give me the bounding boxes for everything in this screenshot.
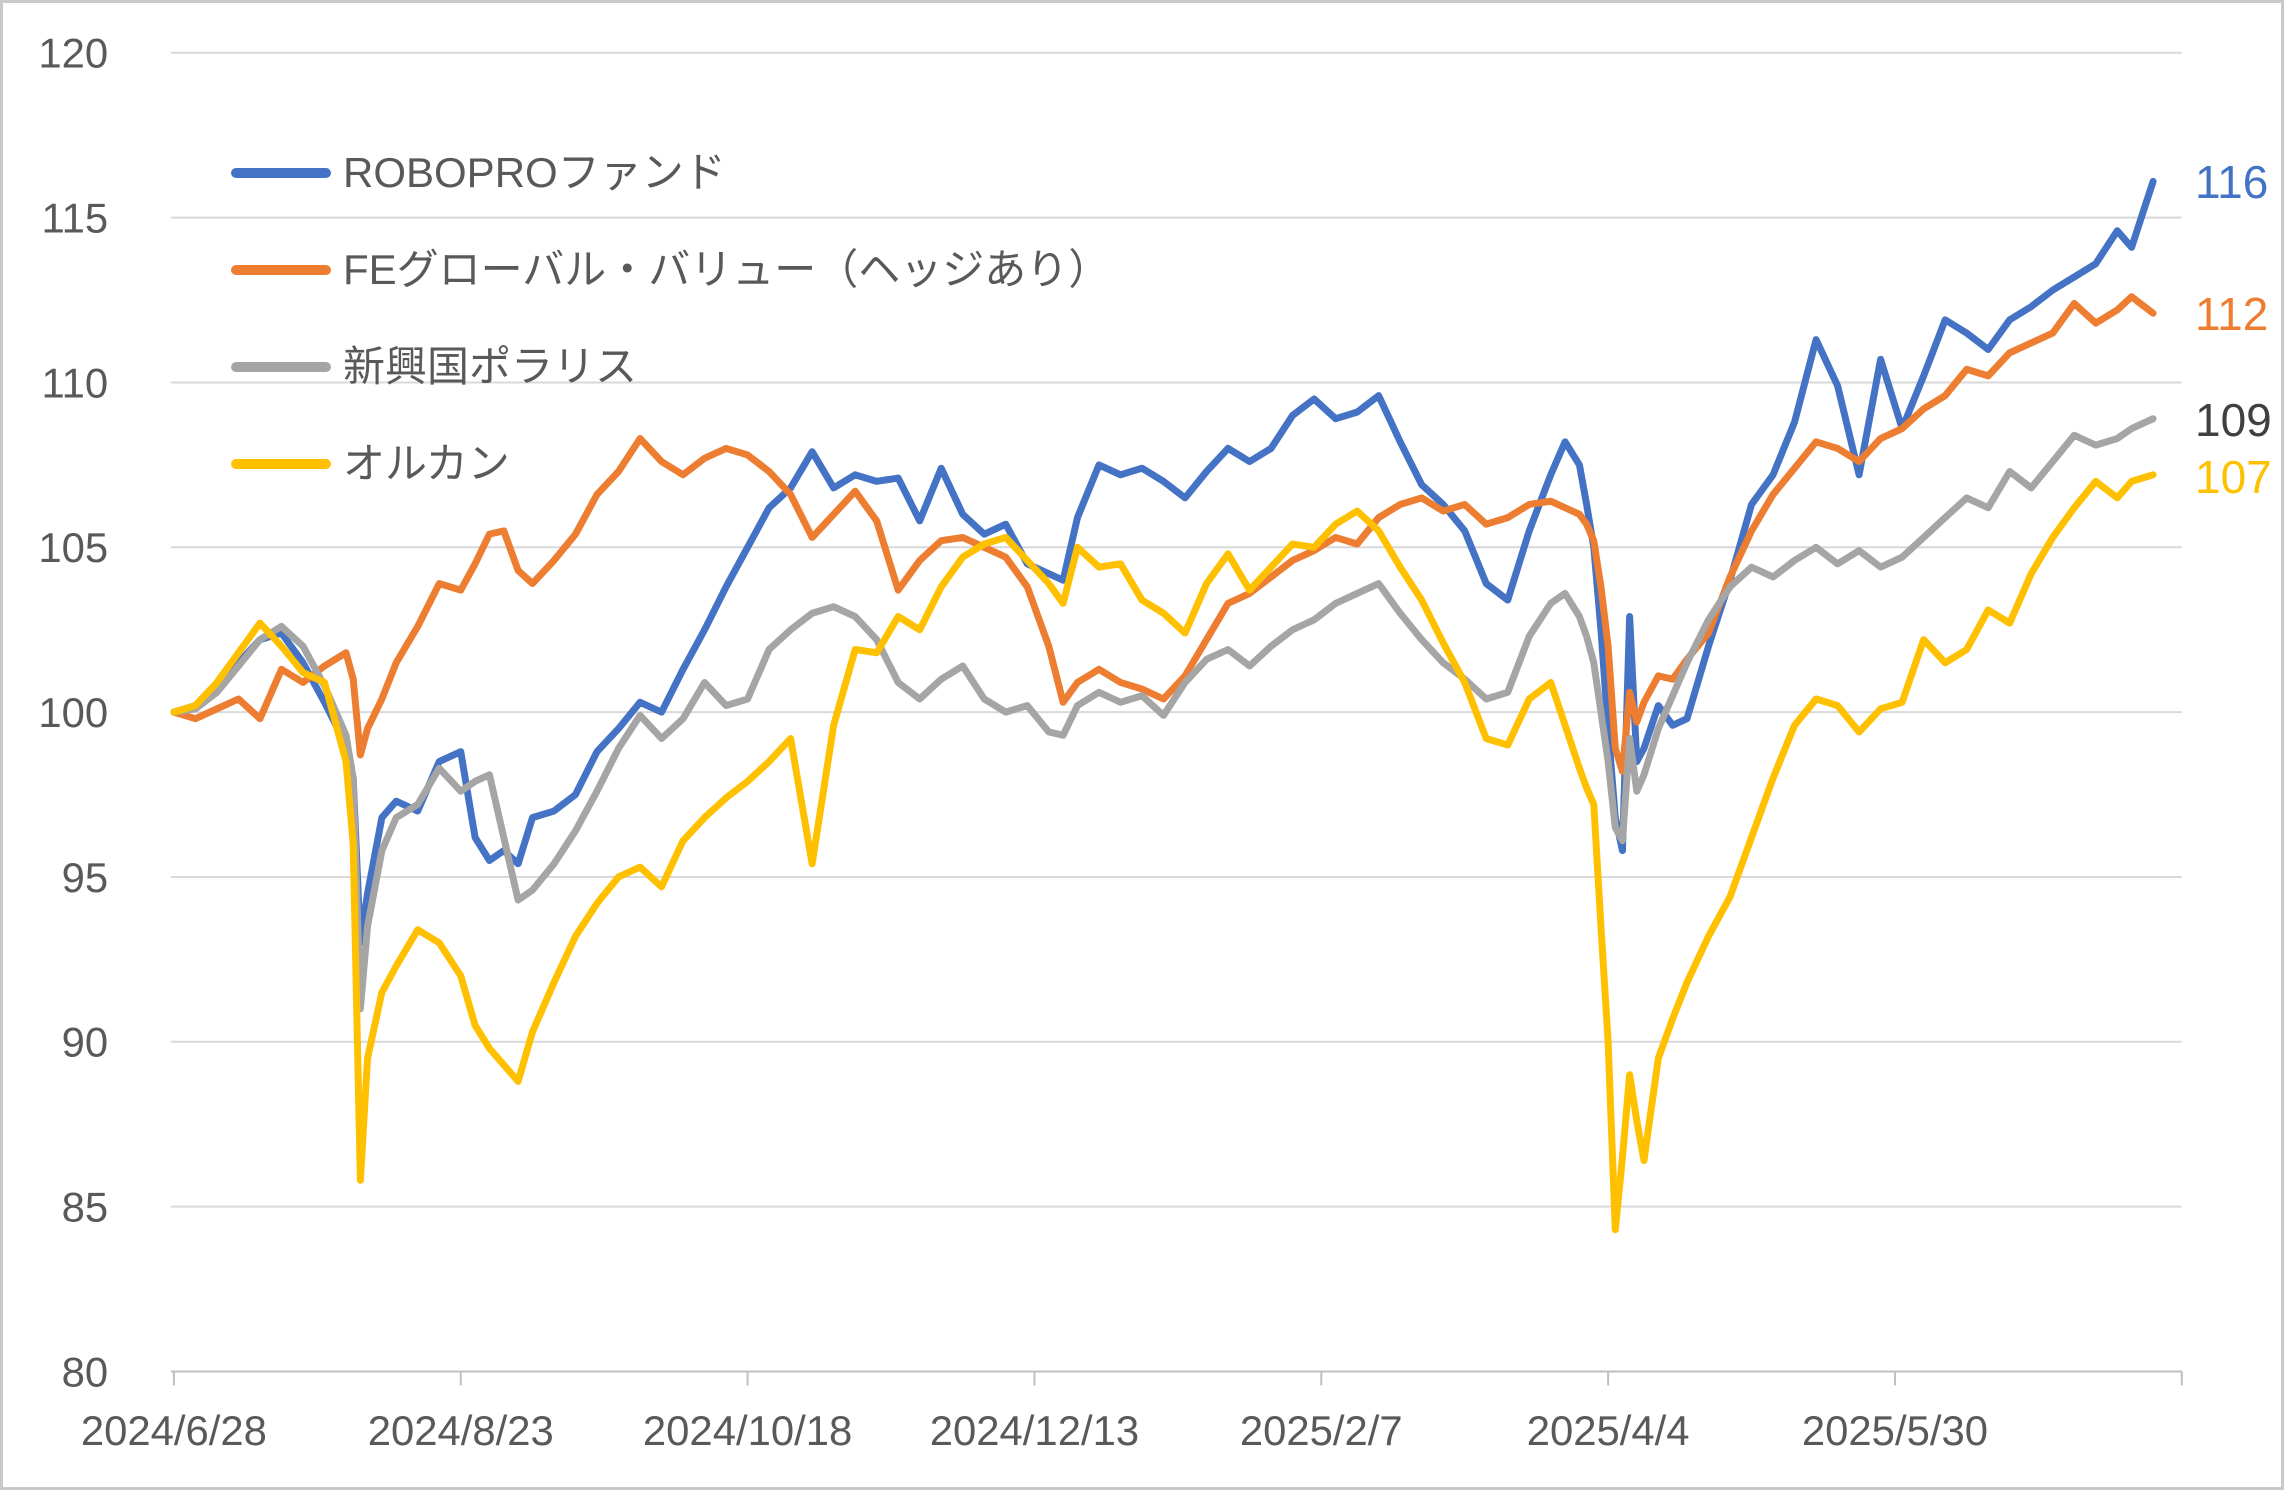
series-end-label-robopro: 116 bbox=[2195, 156, 2269, 209]
y-axis-tick-label: 90 bbox=[62, 1019, 109, 1066]
y-axis-tick-label: 105 bbox=[38, 524, 108, 571]
series-end-label-all-country: 107 bbox=[2195, 450, 2272, 503]
series-end-label-fe-global-value: 112 bbox=[2195, 288, 2269, 341]
series-line-emerging-polaris bbox=[170, 415, 2157, 1013]
x-axis-tick-label: 2024/6/28 bbox=[81, 1407, 267, 1454]
series-line-all-country bbox=[170, 471, 2157, 1234]
y-axis-tick-label: 80 bbox=[62, 1348, 109, 1395]
series-line-robopro bbox=[170, 177, 2157, 947]
line-chart: 120 115 110 105 100 95 90 85 80 2024/6/28 2024/8/2… bbox=[38, 30, 2183, 1454]
y-axis-tick-label: 115 bbox=[41, 195, 108, 242]
y-axis-tick-label: 85 bbox=[62, 1184, 109, 1231]
x-axis-tick-label: 2025/4/4 bbox=[1527, 1407, 1690, 1454]
x-axis-tick-label: 2024/10/18 bbox=[643, 1407, 852, 1454]
x-axis-tick-label: 2024/12/13 bbox=[930, 1407, 1139, 1454]
y-axis-tick-label: 95 bbox=[62, 854, 109, 901]
series-line-fe-global-value-hedged bbox=[170, 293, 2157, 775]
x-axis-tick-label: 2024/8/23 bbox=[368, 1407, 554, 1454]
y-axis-tick-label: 110 bbox=[41, 359, 108, 406]
y-axis-tick-label: 120 bbox=[38, 30, 108, 77]
x-axis-tick-label: 2025/5/30 bbox=[1802, 1407, 1988, 1454]
y-axis-tick-label: 100 bbox=[38, 689, 108, 736]
x-axis-tick-label: 2025/2/7 bbox=[1240, 1407, 1403, 1454]
series-end-label-emerging-polaris: 109 bbox=[2195, 394, 2272, 447]
